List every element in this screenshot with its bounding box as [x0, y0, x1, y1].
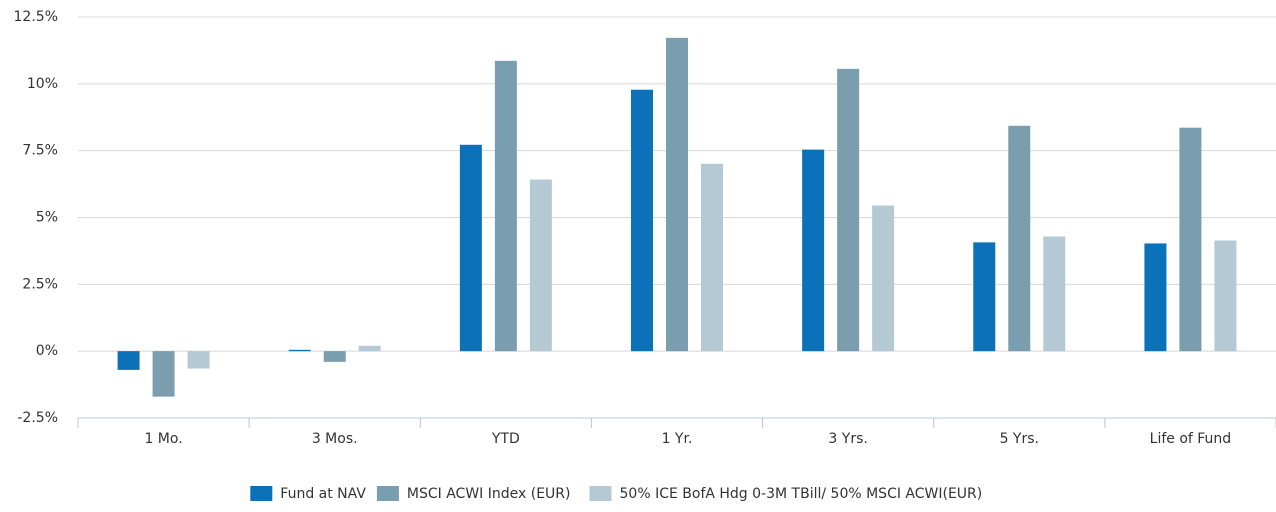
bar [872, 205, 895, 352]
legend-label: 50% ICE BofA Hdg 0-3M TBill/ 50% MSCI AC… [620, 486, 983, 502]
bar [1144, 243, 1167, 352]
bar [1008, 125, 1031, 352]
bar [631, 89, 653, 352]
y-tick-label: 0% [36, 343, 58, 359]
x-tick-label: 1 Yr. [662, 431, 693, 447]
legend-label: MSCI ACWI Index (EUR) [407, 486, 571, 502]
y-tick-label: 7.5% [22, 143, 58, 159]
bar [837, 68, 860, 352]
y-tick-label: 5% [36, 210, 58, 226]
bar [358, 345, 381, 352]
bar [973, 242, 996, 352]
x-tick-label: 5 Yrs. [1000, 431, 1039, 447]
x-tick-label: 3 Mos. [312, 431, 358, 447]
bar [459, 144, 482, 352]
x-tick-label: 1 Mo. [144, 431, 182, 447]
bar [152, 351, 175, 397]
bar [117, 351, 140, 370]
bar [529, 179, 552, 352]
y-tick-label: 10% [27, 76, 58, 92]
legend-swatch [250, 486, 273, 501]
legend-swatch [589, 486, 612, 501]
y-tick-label: 2.5% [22, 276, 58, 292]
x-tick-label: YTD [491, 431, 520, 447]
y-tick-label: -2.5% [17, 410, 58, 426]
bar [666, 37, 688, 352]
bar [288, 349, 311, 352]
bar [323, 351, 346, 362]
y-tick-label: 12.5% [14, 9, 58, 25]
bar [1214, 240, 1237, 352]
legend-label: Fund at NAV [280, 486, 366, 502]
bar [1043, 236, 1066, 352]
bar [802, 149, 825, 352]
bar [494, 60, 517, 352]
x-tick-label: Life of Fund [1150, 431, 1232, 447]
bar [701, 163, 723, 352]
x-tick-label: 3 Yrs. [828, 431, 867, 447]
bar [1179, 127, 1202, 352]
legend-swatch [376, 486, 399, 501]
bar [187, 351, 210, 369]
